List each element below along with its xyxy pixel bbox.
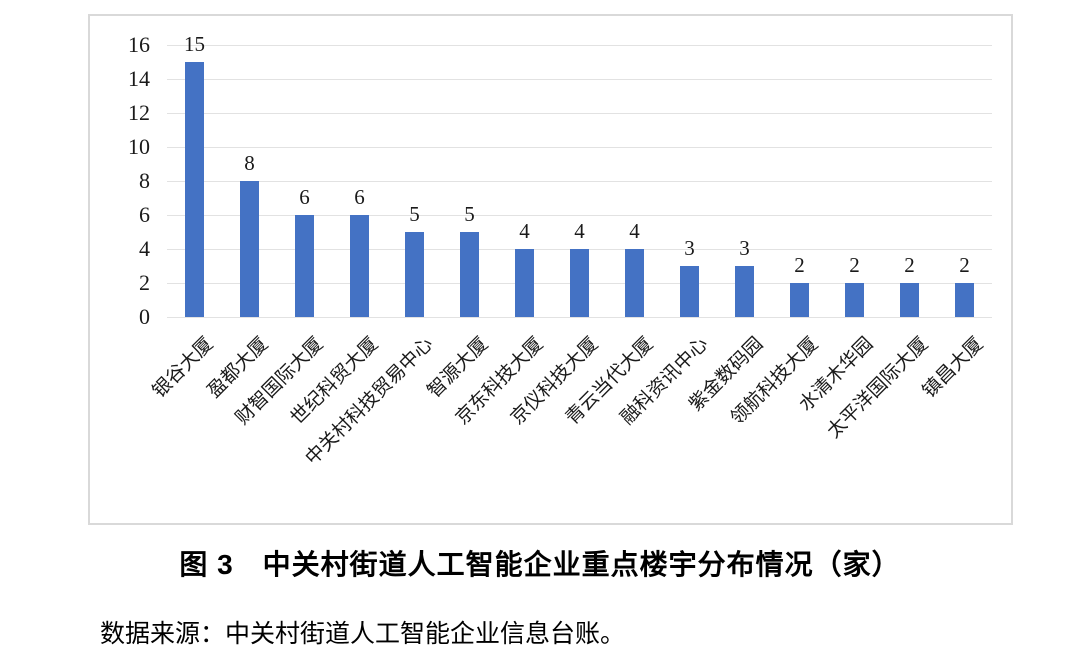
bar xyxy=(570,249,589,317)
bar-value-label: 5 xyxy=(464,202,475,226)
bar-value-label: 3 xyxy=(684,236,695,260)
bar-value-label: 4 xyxy=(519,219,530,243)
bar-value-label: 6 xyxy=(299,185,310,209)
y-axis-tick-label: 10 xyxy=(128,134,150,159)
bar-value-label: 4 xyxy=(629,219,640,243)
bar xyxy=(845,283,864,317)
bar xyxy=(955,283,974,317)
source-note: 数据来源：中关村街道人工智能企业信息台账。 xyxy=(100,621,626,648)
gridline xyxy=(167,112,992,114)
x-axis-category-label: 镇昌大厦 xyxy=(919,333,988,403)
bar xyxy=(405,232,424,317)
figure-caption: 图 3 中关村街道人工智能企业重点楼宇分布情况（家） xyxy=(179,549,901,580)
gridline xyxy=(167,180,992,182)
bar xyxy=(295,215,314,317)
bar-value-label: 2 xyxy=(849,253,860,277)
bar-value-label: 2 xyxy=(959,253,970,277)
bar-chart: 0 2 4 6 8 10 12 14 16 15 银谷大厦 8 盈都大厦 6 财智国际大厦 6 世纪科贸大厦 5 中… xyxy=(88,14,1013,525)
bar xyxy=(625,249,644,317)
bar-value-label: 3 xyxy=(739,236,750,260)
gridline xyxy=(167,78,992,80)
gridline xyxy=(167,316,992,318)
bar xyxy=(460,232,479,317)
y-axis-tick-label: 4 xyxy=(139,236,150,261)
y-axis-tick-label: 2 xyxy=(139,270,150,295)
y-axis-tick-label: 6 xyxy=(139,202,150,227)
y-axis-tick-label: 8 xyxy=(139,168,150,193)
y-axis-tick-label: 0 xyxy=(139,304,150,329)
bar-value-label: 2 xyxy=(794,253,805,277)
bar xyxy=(735,266,754,317)
bar xyxy=(900,283,919,317)
bar xyxy=(515,249,534,317)
bar xyxy=(240,181,259,317)
bar-value-label: 8 xyxy=(244,151,255,175)
bar-value-label: 15 xyxy=(184,32,205,56)
gridline xyxy=(167,146,992,148)
bar-value-label: 5 xyxy=(409,202,420,226)
gridline xyxy=(167,214,992,216)
y-axis-tick-label: 14 xyxy=(128,66,150,91)
y-axis-tick-label: 16 xyxy=(128,32,150,57)
bar xyxy=(680,266,699,317)
bar-value-label: 4 xyxy=(574,219,585,243)
bar xyxy=(350,215,369,317)
bar-value-label: 2 xyxy=(904,253,915,277)
gridline xyxy=(167,44,992,46)
bar-value-label: 6 xyxy=(354,185,365,209)
bar xyxy=(790,283,809,317)
y-axis-tick-label: 12 xyxy=(128,100,150,125)
bar xyxy=(185,62,204,317)
